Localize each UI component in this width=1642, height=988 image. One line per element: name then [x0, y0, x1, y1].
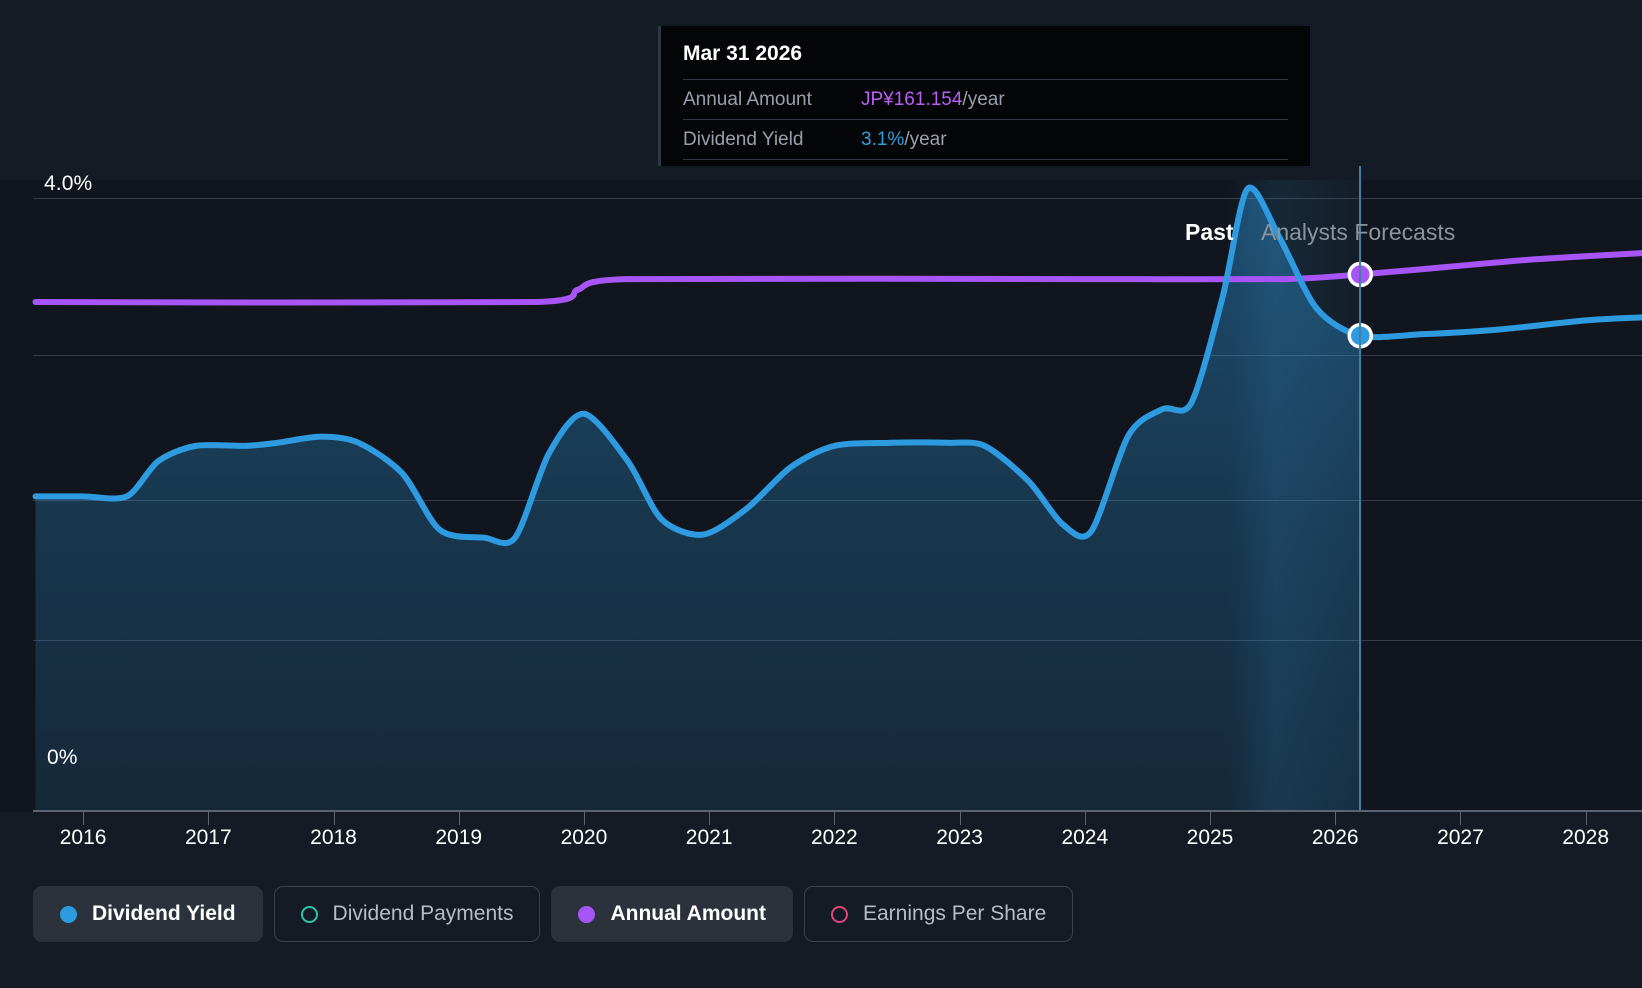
- x-axis-tick: [83, 812, 85, 825]
- x-axis-label-2019: 2019: [435, 826, 483, 849]
- x-axis-tick: [1084, 812, 1086, 825]
- x-axis-tick: [458, 812, 460, 825]
- x-axis-label-2027: 2027: [1437, 826, 1484, 849]
- x-axis-tick: [959, 812, 961, 825]
- x-axis-label-2025: 2025: [1186, 826, 1234, 849]
- x-axis-label-2020: 2020: [560, 826, 608, 849]
- gridline-3: [33, 355, 1642, 356]
- x-axis-tick: [1585, 812, 1587, 825]
- legend-item-earnings-per-share[interactable]: Earnings Per Share: [804, 886, 1074, 942]
- x-axis-label-2023: 2023: [936, 826, 983, 849]
- legend-item-label: Annual Amount: [610, 902, 766, 925]
- x-axis-tick: [1460, 812, 1462, 825]
- x-axis-label-2024: 2024: [1061, 826, 1109, 849]
- legend-item-label: Dividend Payments: [332, 902, 514, 925]
- x-axis-label-2022: 2022: [811, 826, 858, 849]
- x-axis-tick: [583, 812, 585, 825]
- tooltip-row-value: JP¥161.154/year: [861, 89, 1005, 110]
- tooltip-row: Annual Amount JP¥161.154/year: [683, 80, 1288, 120]
- hollow-circle-icon: [300, 905, 318, 923]
- period-label-forecast: Analysts Forecasts: [1261, 219, 1456, 245]
- x-axis-label-2026: 2026: [1311, 826, 1359, 849]
- forecast-divider-line: [1359, 166, 1362, 812]
- gridline-4: [33, 198, 1642, 199]
- legend-item-annual-amount[interactable]: Annual Amount: [551, 886, 793, 942]
- x-axis-label-2016: 2016: [59, 826, 107, 849]
- x-axis-tick: [834, 812, 836, 825]
- x-axis-tick: [1335, 812, 1337, 825]
- legend-item-dividend-payments[interactable]: Dividend Payments: [273, 886, 541, 942]
- hollow-circle-icon: [831, 905, 848, 923]
- y-axis-label-max: 4.0%: [44, 172, 93, 195]
- legend-item-label: Earnings Per Share: [863, 902, 1047, 925]
- x-axis-label-2028: 2028: [1562, 826, 1609, 849]
- tooltip-row-label: Annual Amount: [683, 89, 812, 110]
- chart-series-svg: [32, 180, 1642, 810]
- legend-item-label: Dividend Yield: [92, 902, 236, 925]
- tooltip-title: Mar 31 2026: [683, 42, 1288, 80]
- x-axis-label-2017: 2017: [184, 826, 232, 849]
- period-label-past: Past: [1185, 219, 1234, 245]
- chart-plot-inner: [0, 166, 1642, 812]
- x-axis-label-2018: 2018: [310, 826, 357, 849]
- x-axis-tick: [333, 812, 335, 825]
- x-axis: 2016 2017 2018 2019 2020 2021 2022 2023 2024 2025…: [0, 812, 1642, 858]
- y-axis-label-min: 0%: [47, 746, 78, 769]
- chart-tooltip: Mar 31 2026 Annual Amount JP¥161.154/year…: [658, 26, 1310, 166]
- tooltip-rows: Annual Amount JP¥161.154/year Dividend Yie…: [683, 80, 1288, 160]
- x-axis-label-2021: 2021: [685, 826, 733, 849]
- filled-circle-icon: [60, 905, 77, 923]
- x-axis-tick: [709, 812, 711, 825]
- tooltip-row-label: Dividend Yield: [683, 129, 804, 150]
- legend-item-dividend-yield[interactable]: Dividend Yield: [33, 886, 263, 942]
- chart-legend[interactable]: Dividend Yield Dividend Payments Annual Am…: [33, 886, 1074, 942]
- filled-circle-icon: [578, 905, 596, 923]
- tooltip-row: Dividend Yield 3.1%/year: [683, 120, 1288, 160]
- tooltip-row-value: 3.1%/year: [861, 129, 947, 150]
- x-axis-tick: [1210, 812, 1211, 825]
- x-axis-line: [33, 810, 1642, 812]
- x-axis-tick: [208, 812, 210, 825]
- chart-plot-area: [0, 166, 1642, 812]
